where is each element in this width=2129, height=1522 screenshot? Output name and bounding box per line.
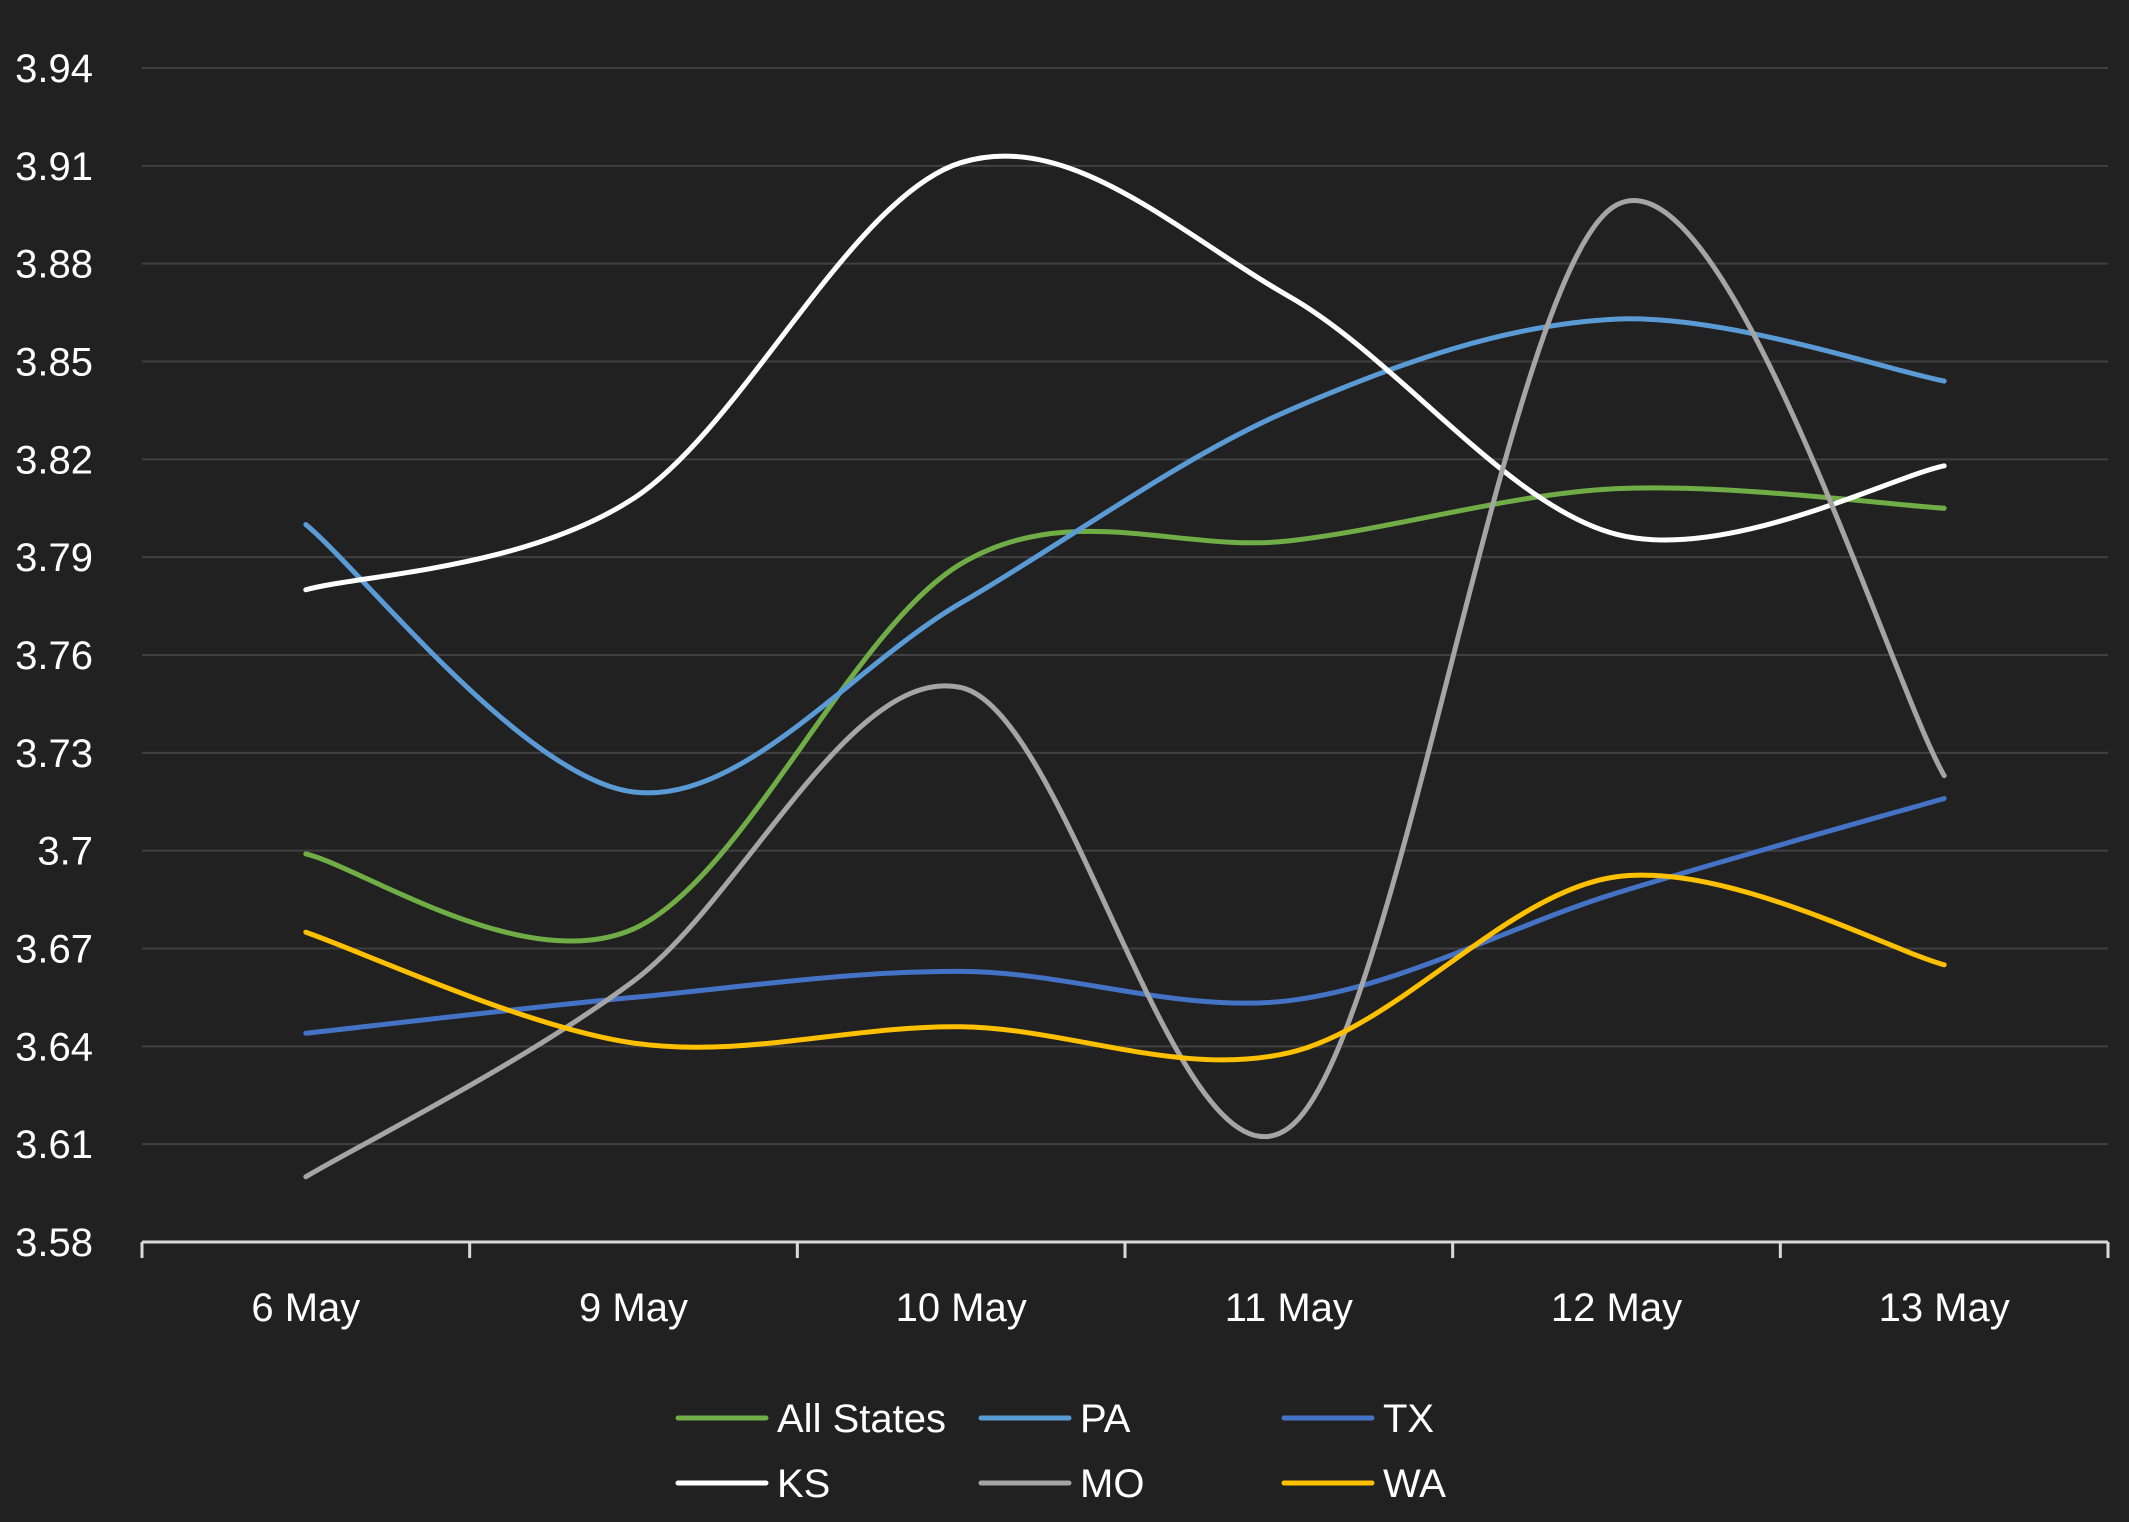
x-tick-label: 9 May xyxy=(579,1286,688,1330)
x-axis-tick-labels: 6 May 9 May 10 May 11 May 12 May 13 May xyxy=(251,1286,2009,1330)
series-line-all-states xyxy=(303,485,1947,944)
y-tick-label: 3.58 xyxy=(15,1221,93,1265)
series-line-pa xyxy=(303,316,1947,796)
legend-item-wa: WA xyxy=(1281,1462,1446,1506)
series-line-mo xyxy=(303,198,1947,1180)
x-tick-label: 12 May xyxy=(1551,1286,1682,1330)
y-axis-tick-labels: 3.58 3.61 3.64 3.67 3.7 3.73 3.76 3.79 3.82 3.85 3… xyxy=(15,47,93,1265)
legend-label: PA xyxy=(1080,1397,1131,1441)
y-tick-label: 3.94 xyxy=(15,47,93,91)
x-tick-label: 10 May xyxy=(896,1286,1027,1330)
legend-item-pa: PA xyxy=(978,1397,1131,1441)
legend-item-mo: MO xyxy=(978,1462,1144,1506)
legend-label: KS xyxy=(777,1462,830,1506)
x-tick-label: 11 May xyxy=(1225,1286,1353,1330)
y-tick-label: 3.73 xyxy=(15,732,93,776)
legend-item-tx: TX xyxy=(1281,1397,1434,1441)
legend-label: WA xyxy=(1383,1462,1446,1506)
legend-item-ks: KS xyxy=(675,1462,830,1506)
x-tick-label: 6 May xyxy=(251,1286,360,1330)
y-tick-label: 3.61 xyxy=(15,1123,93,1167)
legend: All States PA TX KS MO WA xyxy=(675,1397,1446,1506)
y-tick-label: 3.76 xyxy=(15,634,93,678)
y-tick-label: 3.7 xyxy=(37,830,93,874)
y-tick-label: 3.67 xyxy=(15,928,93,972)
series-line-wa xyxy=(303,872,1947,1063)
series-line-tx xyxy=(303,795,1947,1036)
legend-label: TX xyxy=(1383,1397,1434,1441)
y-tick-label: 3.64 xyxy=(15,1025,93,1069)
series-line-ks xyxy=(303,153,1947,593)
y-tick-label: 3.82 xyxy=(15,438,93,482)
y-tick-label: 3.91 xyxy=(15,145,93,189)
y-tick-label: 3.85 xyxy=(15,341,93,385)
legend-label: All States xyxy=(777,1397,946,1441)
legend-item-all-states: All States xyxy=(675,1397,946,1441)
x-axis xyxy=(140,1240,2110,1258)
legend-label: MO xyxy=(1080,1462,1144,1506)
x-tick-label: 13 May xyxy=(1879,1286,2010,1330)
y-tick-label: 3.79 xyxy=(15,536,93,580)
series-lines xyxy=(303,153,1947,1180)
y-tick-label: 3.88 xyxy=(15,243,93,287)
